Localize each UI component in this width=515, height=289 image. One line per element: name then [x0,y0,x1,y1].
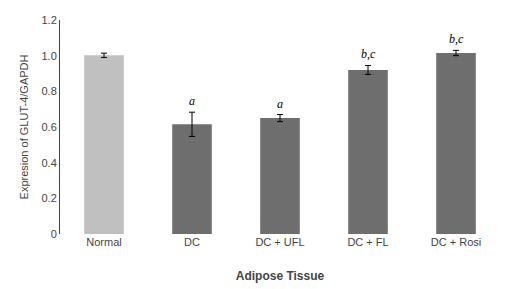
svg-text:0.6: 0.6 [42,121,57,133]
svg-text:1.2: 1.2 [42,14,57,26]
svg-text:a: a [277,97,283,111]
svg-text:a: a [189,94,195,108]
svg-text:0.4: 0.4 [42,157,57,169]
svg-text:DC + FL: DC + FL [347,236,388,248]
svg-text:b,c: b,c [361,47,376,61]
svg-text:DC: DC [184,236,200,248]
svg-text:b,c: b,c [449,32,464,46]
svg-text:Normal: Normal [86,236,121,248]
svg-text:0: 0 [51,228,57,240]
svg-text:DC + UFL: DC + UFL [255,236,304,248]
svg-text:Expresion of GLUT-4/GAPDH: Expresion of GLUT-4/GAPDH [18,55,30,200]
svg-text:0.2: 0.2 [42,192,57,204]
svg-text:1.0: 1.0 [42,50,57,62]
svg-text:Adipose Tissue: Adipose Tissue [236,269,325,283]
svg-text:DC + Rosi: DC + Rosi [431,236,481,248]
svg-text:0.8: 0.8 [42,85,57,97]
